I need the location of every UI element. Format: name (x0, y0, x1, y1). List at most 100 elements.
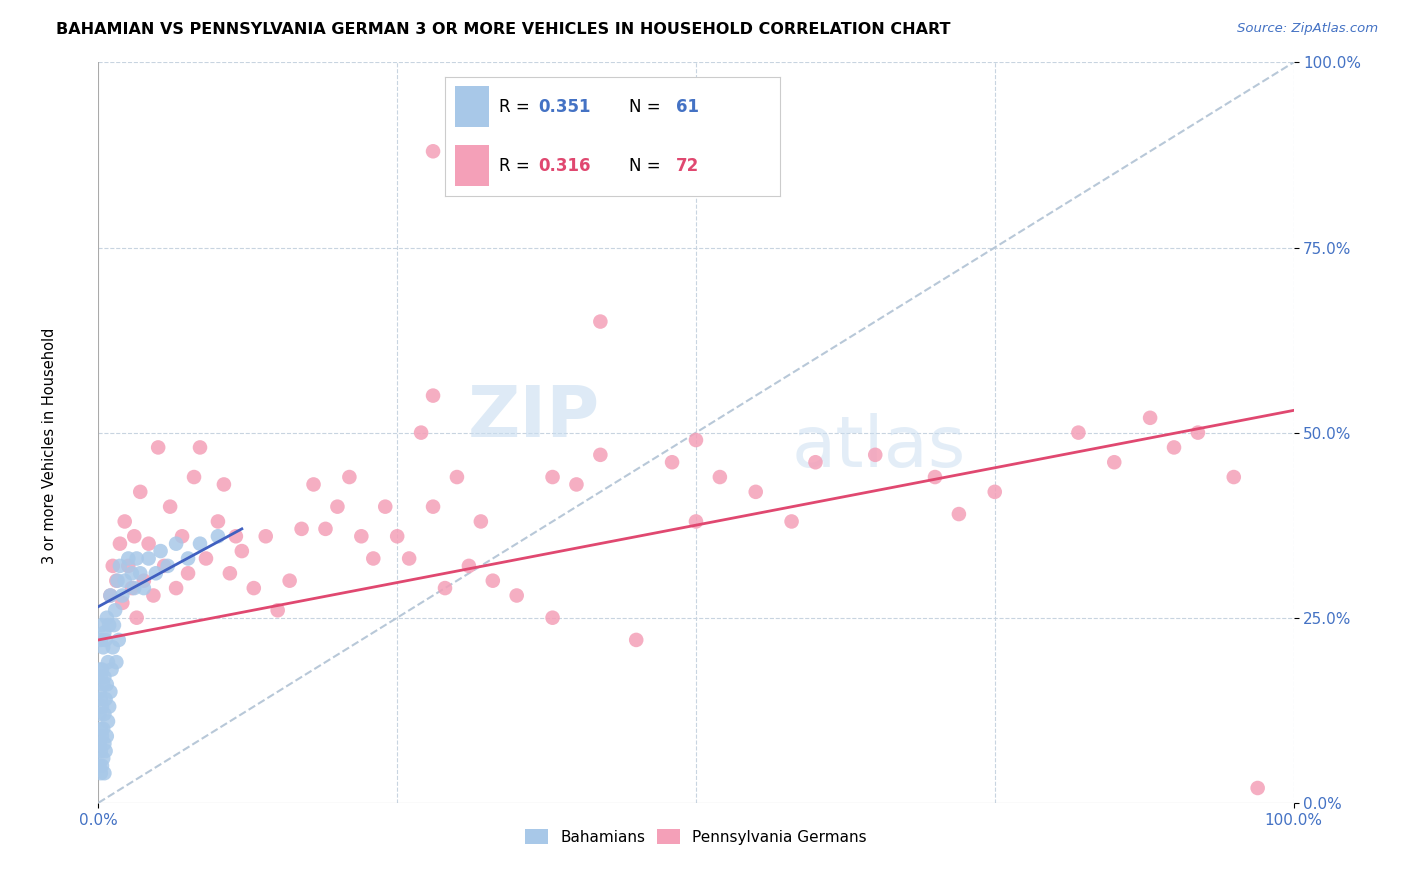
Point (153, 558, 176, 573)
Point (411, 425, 433, 440)
Point (121, 581, 143, 595)
Point (100, 663, 122, 677)
Point (91, 699, 114, 714)
Point (107, 574, 129, 588)
Point (541, 610, 564, 624)
Point (804, 455, 827, 469)
Point (350, 529, 373, 543)
Point (188, 536, 211, 550)
Point (138, 536, 160, 550)
Point (101, 558, 124, 573)
Point (865, 448, 887, 462)
Point (363, 551, 385, 566)
Text: Source: ZipAtlas.com: Source: ZipAtlas.com (1237, 22, 1378, 36)
Point (339, 470, 361, 484)
Point (98, 699, 121, 714)
Point (398, 551, 420, 566)
Point (111, 596, 134, 610)
Point (96, 610, 118, 624)
Point (114, 574, 136, 588)
Point (98, 589, 122, 603)
Point (165, 581, 187, 595)
Point (90, 692, 112, 706)
Point (101, 640, 124, 655)
Point (207, 529, 229, 543)
Point (243, 581, 266, 595)
Point (90, 632, 112, 647)
Point (685, 515, 707, 529)
Point (142, 589, 165, 603)
Point (148, 441, 170, 455)
Point (212, 477, 235, 491)
Point (589, 448, 612, 462)
Point (172, 529, 194, 543)
Point (470, 515, 492, 529)
Point (165, 536, 187, 550)
Point (103, 618, 125, 632)
Point (626, 632, 648, 647)
Point (129, 484, 152, 499)
Point (132, 581, 155, 595)
Point (89, 737, 111, 751)
Point (111, 589, 134, 603)
Point (107, 632, 129, 647)
Point (138, 551, 160, 566)
Point (1067, 425, 1090, 440)
Point (91, 722, 114, 736)
Point (91, 729, 114, 743)
Point (374, 500, 396, 514)
Point (90, 670, 112, 684)
Text: 3 or more Vehicles in Household: 3 or more Vehicles in Household (42, 328, 56, 564)
Point (91, 663, 114, 677)
Point (1187, 425, 1209, 440)
Point (90, 722, 112, 736)
Point (385, 529, 409, 543)
Point (195, 551, 218, 566)
Point (565, 477, 588, 491)
Text: ZIP: ZIP (468, 384, 600, 452)
Point (94, 744, 117, 758)
Point (124, 581, 146, 595)
Point (183, 470, 205, 484)
Point (93, 737, 115, 751)
Point (1139, 410, 1161, 425)
Point (267, 603, 290, 617)
Point (129, 566, 152, 581)
Point (98, 685, 122, 699)
Point (90, 766, 112, 780)
Point (231, 544, 253, 558)
Point (93, 670, 115, 684)
Point (114, 515, 136, 529)
Point (108, 558, 131, 573)
Point (207, 515, 229, 529)
Legend: Bahamians, Pennsylvania Germans: Bahamians, Pennsylvania Germans (519, 822, 873, 851)
Point (97, 655, 120, 669)
Point (541, 470, 564, 484)
Text: BAHAMIAN VS PENNSYLVANIA GERMAN 3 OR MORE VEHICLES IN HOUSEHOLD CORRELATION CHAR: BAHAMIAN VS PENNSYLVANIA GERMAN 3 OR MOR… (56, 22, 950, 37)
Point (1223, 470, 1246, 484)
Point (177, 551, 200, 566)
Point (924, 470, 946, 484)
Point (1163, 441, 1185, 455)
Point (96, 677, 118, 691)
Text: atlas: atlas (792, 413, 966, 482)
Point (661, 455, 683, 469)
Point (254, 529, 277, 543)
Point (145, 566, 167, 581)
Point (117, 551, 139, 566)
Point (291, 522, 314, 536)
Point (156, 558, 179, 573)
Point (422, 500, 444, 514)
Point (326, 500, 349, 514)
Point (315, 522, 337, 536)
Point (97, 714, 120, 729)
Point (125, 610, 148, 624)
Point (780, 515, 803, 529)
Point (117, 558, 139, 573)
Point (91, 751, 114, 765)
Point (132, 574, 155, 588)
Point (948, 507, 970, 521)
Point (685, 433, 707, 447)
Point (105, 574, 128, 588)
Point (302, 477, 325, 491)
